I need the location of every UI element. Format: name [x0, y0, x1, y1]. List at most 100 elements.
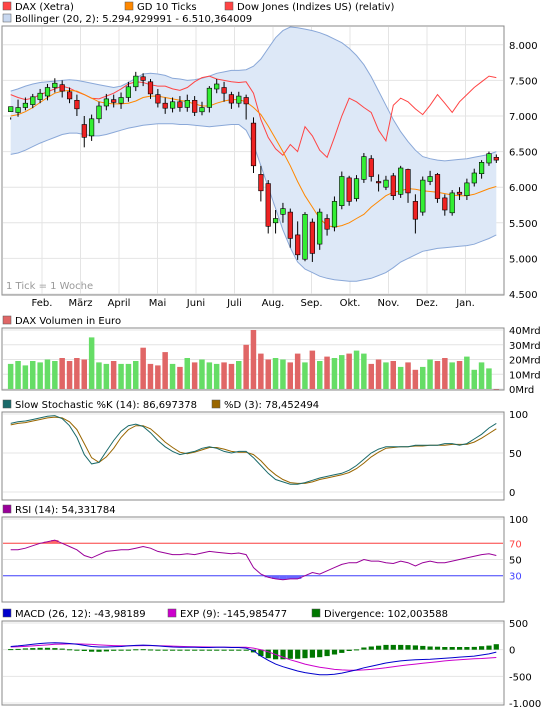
volume-bar — [294, 353, 301, 389]
candle-body — [295, 234, 301, 256]
stochastic-legend: Slow Stochastic %K (14): 86,697378 %D (3… — [2, 399, 319, 411]
candle-body — [206, 87, 213, 108]
candle-body — [52, 82, 58, 88]
divergence-bar — [471, 646, 477, 650]
candle-body — [486, 153, 492, 164]
divergence-bar — [170, 649, 176, 651]
y-tick-label: 7.500 — [509, 76, 538, 87]
divergence-bar — [192, 649, 198, 651]
x-tick-label: Sep. — [300, 298, 322, 309]
candle-body — [405, 169, 411, 194]
divergence-bar — [398, 644, 404, 650]
divergence-bar — [280, 649, 286, 660]
volume-bars — [7, 330, 500, 390]
volume-bar — [324, 356, 330, 389]
stochastic-panel-frame — [1, 411, 505, 501]
divergence-bar — [427, 646, 433, 650]
exp-line — [10, 643, 497, 671]
candle-body — [427, 176, 433, 182]
divergence-bar — [206, 649, 212, 651]
y-tick-label: 5.500 — [509, 219, 538, 230]
candle-body — [375, 181, 382, 184]
price-candles — [8, 71, 499, 262]
candle-body — [133, 75, 139, 88]
candle-body — [331, 201, 338, 228]
y-tick-label: 30Mrd — [509, 341, 541, 352]
x-tick-label: Nov. — [378, 298, 400, 309]
volume-bar — [361, 353, 367, 389]
macd-divergence-bars — [8, 644, 499, 660]
candle-body — [8, 106, 14, 112]
divergence-bar — [258, 649, 264, 657]
volume-bar — [265, 359, 271, 389]
legend-volume-label: DAX Volumen in Euro — [15, 316, 121, 327]
y-tick-label: 8.000 — [509, 41, 538, 52]
stochastic-d-line — [10, 416, 497, 484]
stochastic-y-ticks: 100 50 0 — [509, 410, 528, 499]
volume-bar — [221, 362, 227, 389]
y-tick-label: 40Mrd — [509, 326, 541, 337]
volume-bar — [243, 344, 249, 390]
y-tick-label: 50 — [509, 449, 522, 460]
price-x-ticks: Feb. März April Mai Juni Juli Aug. Sep. Okt. Nov.… — [32, 298, 475, 309]
stochastic-lines — [10, 415, 497, 485]
candle-body — [228, 94, 235, 104]
candle-body — [339, 176, 345, 207]
volume-bar — [169, 363, 176, 389]
rsi-overbought-fill — [43, 541, 52, 544]
candle-body — [265, 183, 271, 227]
candle-body — [258, 174, 264, 192]
volume-bar — [449, 362, 455, 389]
candle-body — [243, 97, 249, 105]
legend-dow-label: Dow Jones (Indizes US) (relativ) — [237, 2, 394, 13]
volume-bar — [486, 368, 492, 389]
candle-body — [412, 201, 419, 220]
volume-bar — [420, 366, 426, 389]
y-tick-label: -1.000 — [509, 699, 541, 710]
candle-body — [147, 81, 154, 95]
y-tick-label: 20Mrd — [509, 356, 541, 367]
volume-bar — [184, 358, 190, 389]
x-tick-label: Jan. — [455, 298, 475, 309]
y-tick-label: 30 — [509, 572, 522, 583]
candle-body — [162, 102, 168, 109]
macd-grid — [3, 622, 503, 704]
volume-bar — [427, 359, 433, 389]
divergence-bar — [449, 647, 455, 650]
volume-bar — [250, 330, 257, 389]
candle-body — [15, 107, 21, 113]
y-tick-label: 10Mrd — [509, 370, 541, 381]
price-lines — [10, 75, 497, 228]
volume-bar — [206, 362, 213, 389]
legend-swatch-macd — [2, 608, 12, 618]
divergence-bar — [302, 649, 308, 659]
candle-body — [456, 191, 463, 195]
volume-bar — [478, 362, 485, 389]
divergence-bar — [22, 648, 28, 650]
volume-bar — [52, 361, 58, 389]
divergence-bar — [8, 649, 14, 651]
candle-body — [478, 162, 485, 175]
divergence-bar — [59, 648, 65, 650]
macd-panel-frame — [1, 620, 505, 706]
volume-bar — [133, 361, 139, 389]
divergence-bar — [376, 645, 382, 650]
divergence-bar — [361, 647, 367, 650]
candle-body — [111, 99, 117, 103]
divergence-bar — [434, 646, 441, 650]
candle-body — [493, 157, 499, 161]
volume-bar — [110, 361, 117, 389]
volume-bar — [464, 356, 470, 389]
divergence-bar — [140, 649, 146, 651]
divergence-bar — [37, 647, 43, 650]
volume-bar — [118, 363, 124, 389]
volume-bar — [390, 361, 396, 389]
candle-body — [398, 167, 404, 195]
x-tick-label: Dez. — [416, 298, 438, 309]
divergence-bar — [339, 649, 345, 653]
volume-bar — [96, 362, 102, 389]
legend-swatch-divergence — [311, 608, 321, 618]
volume-bar — [434, 361, 441, 389]
divergence-bar — [221, 649, 227, 651]
volume-bar — [375, 359, 382, 389]
